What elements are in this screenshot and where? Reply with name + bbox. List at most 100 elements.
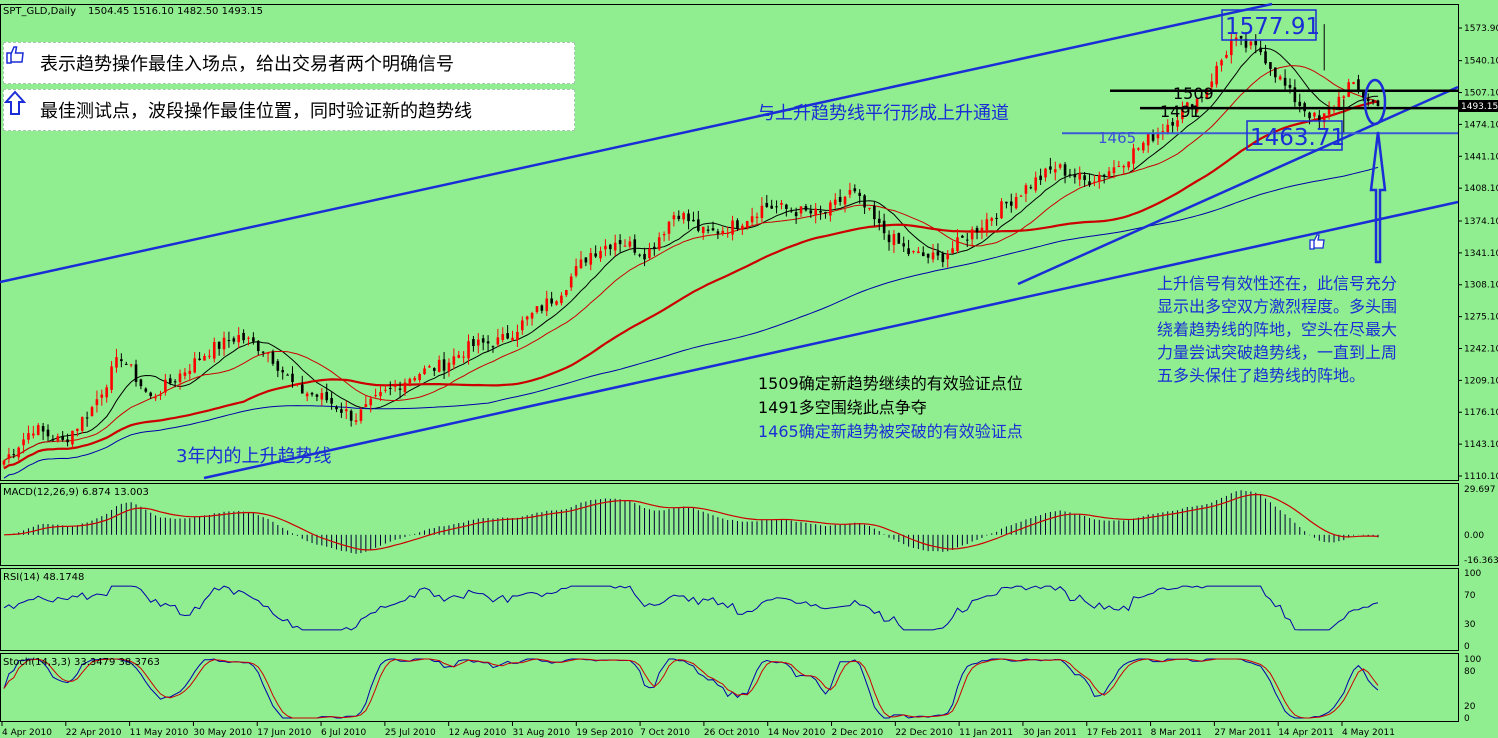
peak-label: 1577.91 bbox=[1225, 14, 1320, 40]
candle-body bbox=[745, 221, 749, 228]
channel-text: 与上升趋势线平行形成上升通道 bbox=[757, 103, 1009, 124]
candle-body bbox=[975, 227, 979, 233]
candle-body bbox=[1318, 115, 1321, 122]
candle-body bbox=[863, 195, 866, 208]
rsi-label: RSI(14) 48.1748 bbox=[3, 572, 84, 583]
macd-panel-frame bbox=[0, 483, 1459, 566]
candle-body bbox=[300, 384, 304, 394]
thumbs-up-icon bbox=[6, 46, 36, 76]
candle-body bbox=[511, 337, 514, 341]
date-tick-label: 12 Aug 2010 bbox=[449, 728, 507, 738]
candle-body bbox=[1176, 120, 1179, 127]
candle-body bbox=[418, 374, 421, 381]
candle-body bbox=[12, 454, 16, 456]
candle-body bbox=[476, 339, 480, 346]
candle-body bbox=[506, 333, 509, 339]
candle-body bbox=[335, 406, 338, 410]
candle-body bbox=[1044, 168, 1047, 178]
candle-body bbox=[618, 240, 622, 245]
candle-body bbox=[521, 320, 524, 331]
candle-body bbox=[481, 338, 485, 343]
candle-body bbox=[584, 257, 588, 263]
candle-body bbox=[1337, 96, 1341, 109]
candle-body bbox=[873, 205, 876, 220]
price-tick-label: 1374.10 bbox=[1464, 217, 1498, 227]
candle-body bbox=[824, 211, 827, 214]
candle-body bbox=[799, 206, 803, 214]
candle-body bbox=[188, 370, 192, 375]
candle-body bbox=[569, 276, 573, 288]
candle-body bbox=[442, 359, 446, 371]
date-tick-label: 11 May 2010 bbox=[130, 728, 189, 738]
candle-body bbox=[374, 395, 377, 397]
candle-body bbox=[7, 454, 11, 459]
candle-body bbox=[1371, 100, 1375, 102]
right-note-line: 力量尝试突破趋势线，一直到上周 bbox=[1157, 343, 1398, 362]
candle-body bbox=[1039, 175, 1042, 181]
ma-50-line bbox=[3, 100, 1379, 470]
candle-body bbox=[633, 239, 637, 253]
stoch-k-line bbox=[3, 658, 1379, 719]
rsi-line bbox=[3, 585, 1379, 631]
candle-body bbox=[897, 233, 901, 244]
candle-body bbox=[736, 220, 739, 229]
candle-body bbox=[594, 253, 597, 257]
candle-body bbox=[907, 248, 910, 255]
candle-body bbox=[535, 306, 539, 313]
price-tick-label: 1441.10 bbox=[1464, 152, 1498, 162]
candle-body bbox=[1210, 81, 1214, 88]
candle-body bbox=[1049, 166, 1052, 170]
candle-body bbox=[1122, 166, 1126, 168]
candle-body bbox=[71, 430, 74, 445]
macd-label: MACD(12,26,9) 6.874 13.003 bbox=[3, 487, 149, 498]
candle-body bbox=[1112, 167, 1116, 174]
candle-body bbox=[848, 189, 852, 195]
candle-body bbox=[814, 208, 817, 216]
candle-body bbox=[154, 397, 157, 399]
rsi-tick-label: 0 bbox=[1464, 642, 1470, 652]
trend-text: 3年内的上升趋势线 bbox=[176, 446, 331, 467]
candle-body bbox=[1352, 82, 1355, 84]
channel-upper-line bbox=[0, 2, 1273, 284]
candle-body bbox=[530, 313, 534, 319]
candle-body bbox=[193, 358, 196, 373]
candle-body bbox=[472, 339, 475, 347]
candle-body bbox=[1254, 40, 1258, 46]
candle-body bbox=[1200, 97, 1204, 99]
candle-body bbox=[1171, 122, 1174, 126]
candle-body bbox=[765, 202, 769, 207]
candle-body bbox=[149, 392, 152, 397]
candle-body bbox=[291, 373, 294, 383]
candle-body bbox=[369, 398, 373, 406]
candle-body bbox=[892, 234, 896, 245]
arrow-up-icon bbox=[4, 90, 36, 123]
date-tick-label: 19 Sep 2010 bbox=[576, 728, 633, 738]
candle-body bbox=[1322, 113, 1326, 123]
symbol-header: SPT_GLD,Daily bbox=[3, 6, 76, 17]
candle-body bbox=[437, 359, 441, 372]
candle-body bbox=[789, 210, 793, 212]
candle-body bbox=[970, 229, 974, 240]
candle-body bbox=[877, 218, 881, 223]
candle-body bbox=[648, 248, 651, 259]
candle-body bbox=[1220, 60, 1223, 66]
candle-body bbox=[85, 417, 89, 419]
date-tick-label: 22 Apr 2010 bbox=[66, 728, 122, 738]
right-note-line: 绕着趋势线的阵地，空头在尽最大 bbox=[1157, 320, 1398, 339]
candle-body bbox=[447, 362, 451, 372]
candle-body bbox=[1088, 181, 1091, 186]
new-trendline bbox=[1017, 85, 1459, 286]
candle-body bbox=[677, 215, 681, 220]
candle-body bbox=[1034, 177, 1038, 191]
candle-body bbox=[760, 205, 764, 218]
right-note-line: 上升信号有效性还在，此信号充分 bbox=[1157, 274, 1398, 293]
candle-body bbox=[208, 355, 211, 357]
candle-body bbox=[46, 429, 50, 437]
candle-body bbox=[643, 253, 646, 260]
candle-body bbox=[1274, 67, 1277, 78]
candle-body bbox=[286, 374, 289, 376]
stoch-d-line bbox=[3, 658, 1379, 719]
candle-body bbox=[794, 212, 798, 217]
candle-body bbox=[1151, 133, 1155, 141]
candle-body bbox=[657, 237, 661, 250]
